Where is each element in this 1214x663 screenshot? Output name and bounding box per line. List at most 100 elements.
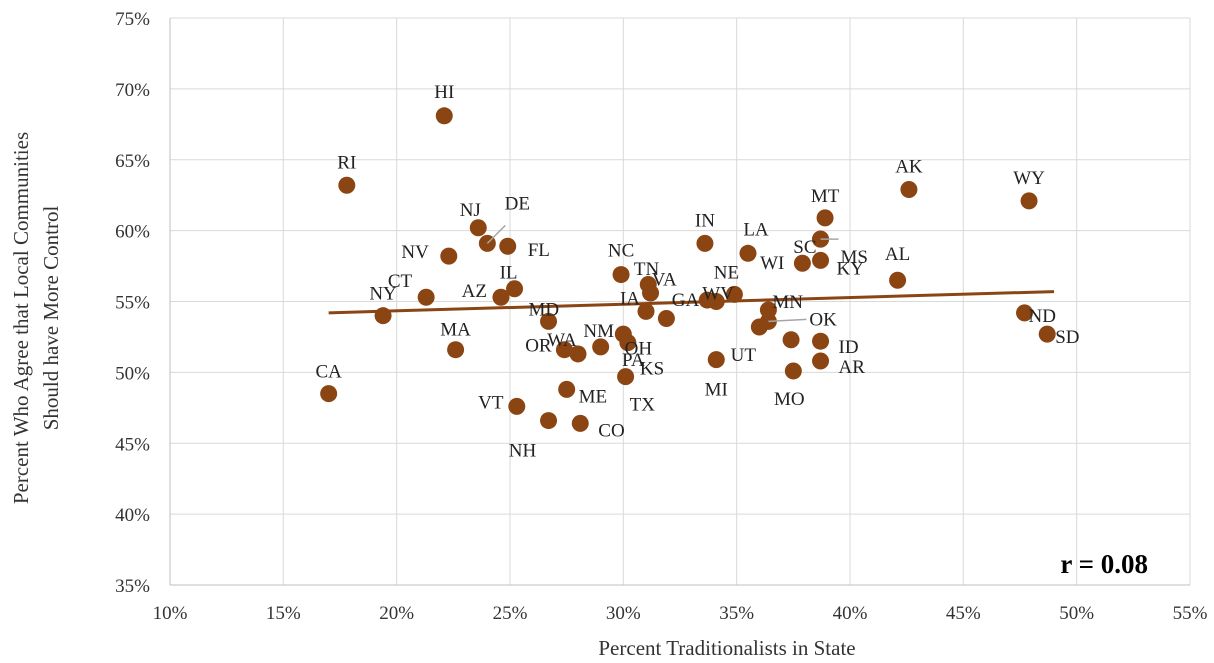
point-wv: [707, 293, 725, 310]
point-al: [889, 271, 907, 289]
point-me: [558, 380, 576, 398]
x-tick-label: 10%: [153, 603, 188, 624]
y-axis-title: Percent Who Agree that Local Communities…: [9, 132, 63, 504]
point-ct: [417, 288, 435, 306]
label-vt: VT: [478, 392, 504, 413]
label-ia: IA: [620, 288, 640, 309]
label-la: LA: [743, 219, 769, 240]
label-wa: WA: [547, 330, 577, 351]
y-tick-label: 40%: [115, 505, 150, 526]
label-ms: MS: [841, 247, 868, 268]
data-points: [320, 107, 1056, 432]
y-tick-label: 75%: [115, 9, 150, 30]
y-tick-label: 55%: [115, 293, 150, 314]
label-mo: MO: [774, 389, 805, 410]
label-nh: NH: [509, 441, 537, 462]
point-az: [492, 288, 510, 306]
point-nj: [469, 219, 487, 237]
point-mo: [784, 362, 802, 380]
point-wy: [1020, 192, 1038, 210]
point-nh: [540, 412, 558, 430]
point-ma: [447, 341, 465, 359]
point-tn: [642, 284, 660, 302]
x-tick-label: 25%: [493, 603, 528, 624]
point-nd: [1016, 304, 1034, 322]
point-il: [506, 280, 524, 298]
correlation-annotation: r = 0.08: [1060, 549, 1148, 579]
label-hi: HI: [434, 82, 454, 103]
label-ks: KS: [640, 359, 664, 380]
label-ct: CT: [388, 271, 413, 292]
x-tick-label: 35%: [719, 603, 754, 624]
label-ut: UT: [731, 345, 757, 366]
leader-de: [486, 224, 506, 244]
point-ne: [725, 285, 743, 303]
label-nm: NM: [583, 321, 614, 342]
point-mt: [816, 209, 834, 227]
label-tx: TX: [630, 395, 656, 416]
y-tick-label: 45%: [115, 434, 150, 455]
label-ny: NY: [369, 284, 397, 305]
y-tick-label: 50%: [115, 363, 150, 384]
point-nm: [592, 338, 610, 356]
point-mi: [707, 351, 725, 369]
leader-ok: [768, 318, 807, 323]
point-xx1: [782, 331, 800, 349]
label-pa: PA: [622, 350, 645, 371]
label-nd: ND: [1029, 306, 1056, 327]
point-oh: [657, 310, 675, 328]
x-tick-label: 55%: [1173, 603, 1208, 624]
x-tick-label: 40%: [833, 603, 868, 624]
label-co: CO: [598, 420, 624, 441]
label-in: IN: [695, 210, 715, 231]
label-ky: KY: [837, 258, 865, 279]
point-md: [540, 312, 558, 330]
x-tick-labels: 10% 15% 20% 25% 30% 35% 40% 45% 50% 55%: [153, 603, 1208, 624]
label-wv: WV: [702, 284, 734, 305]
label-sd: SD: [1055, 327, 1079, 348]
point-wi: [793, 254, 811, 272]
label-me: ME: [579, 386, 608, 407]
x-tick-label: 50%: [1059, 603, 1094, 624]
y-tick-label: 70%: [115, 80, 150, 101]
y-axis-title-line-2: Should have More Control: [39, 206, 63, 431]
point-ri: [338, 176, 356, 194]
label-az: AZ: [462, 281, 487, 302]
axis-lines: [169, 18, 1190, 586]
label-de: DE: [505, 193, 530, 214]
label-al: AL: [885, 244, 910, 265]
label-nc: NC: [608, 241, 634, 262]
label-or: OR: [525, 336, 552, 357]
trendline: [328, 290, 1055, 315]
point-id: [812, 332, 830, 350]
label-wy: WY: [1013, 168, 1045, 189]
y-tick-label: 65%: [115, 151, 150, 172]
y-tick-labels: 35% 40% 45% 50% 55% 60% 65% 70% 75%: [115, 9, 150, 597]
point-vt: [508, 397, 526, 415]
point-nc: [612, 266, 630, 284]
label-nv: NV: [401, 242, 429, 263]
point-co: [571, 414, 589, 432]
y-tick-label: 60%: [115, 222, 150, 243]
x-axis-title: Percent Traditionalists in State: [598, 636, 855, 660]
label-ga: GA: [672, 290, 700, 311]
point-ky: [812, 251, 830, 269]
y-axis-title-line-1: Percent Who Agree that Local Communities: [9, 132, 33, 504]
label-oh: OH: [625, 339, 653, 360]
label-va: VA: [652, 269, 677, 290]
x-tick-label: 15%: [266, 603, 301, 624]
y-tick-label: 35%: [115, 576, 150, 597]
x-tick-label: 45%: [946, 603, 981, 624]
point-hi: [435, 107, 453, 125]
point-ia: [637, 302, 655, 320]
label-mi: MI: [705, 380, 728, 401]
point-ak: [900, 181, 918, 199]
label-ne: NE: [714, 262, 739, 283]
label-md: MD: [529, 299, 560, 320]
state-labels: HI RI AK WY MT NJ DE FL NV IN SC MS LA KY AL NC VA NE WI TN…: [315, 82, 1079, 462]
label-ok: OK: [809, 309, 837, 330]
label-ca: CA: [315, 362, 342, 383]
label-il: IL: [500, 263, 518, 284]
point-or: [555, 341, 573, 359]
